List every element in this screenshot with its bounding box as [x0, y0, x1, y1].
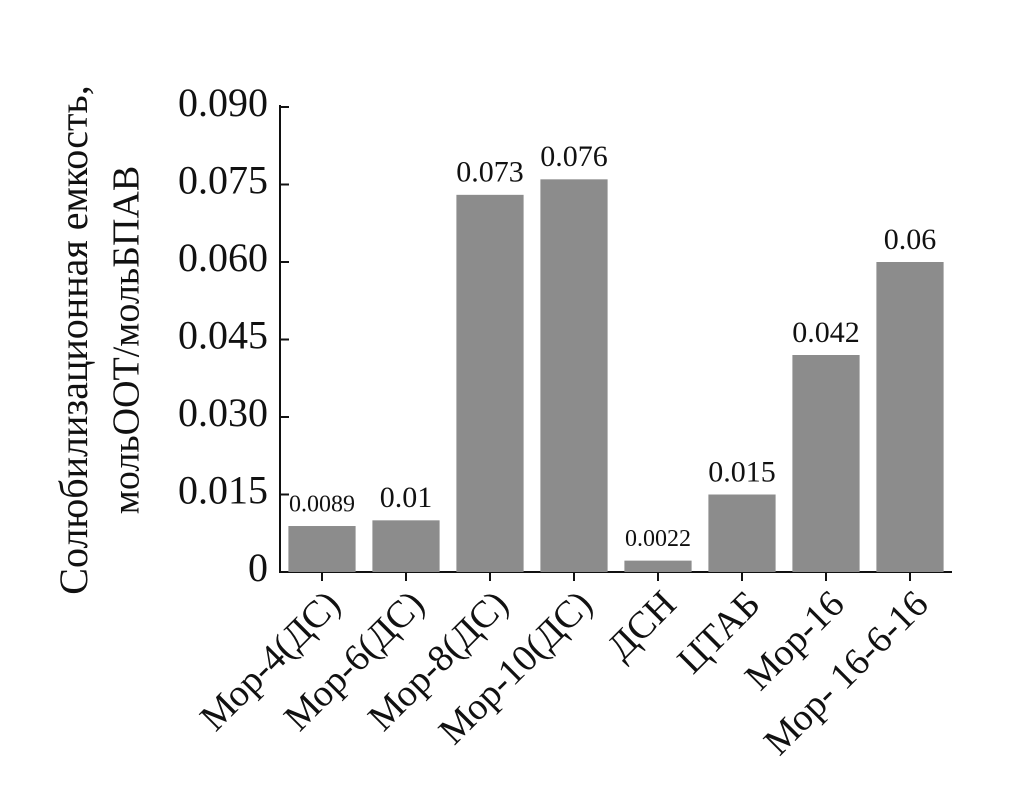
y-tick-label: 0.075 [178, 158, 268, 203]
y-tick-label: 0.030 [178, 390, 268, 435]
data-label: 0.01 [380, 481, 433, 514]
data-label: 0.0022 [625, 526, 691, 552]
y-tick-label: 0.090 [178, 80, 268, 125]
bar [876, 262, 944, 572]
bar [792, 355, 860, 572]
y-axis-label: мольООТ/мольБПАВ [106, 166, 148, 514]
data-label: 0.015 [708, 455, 776, 488]
y-tick-label: 0 [248, 545, 268, 590]
y-axis-label: Солюбилизационная емкость, [51, 85, 96, 594]
bar [288, 526, 356, 572]
bar [624, 560, 692, 572]
y-tick-label: 0.045 [178, 313, 268, 358]
data-label: 0.0089 [289, 492, 355, 518]
y-tick-label: 0.015 [178, 468, 268, 513]
bar [708, 494, 776, 572]
y-tick-label: 0.060 [178, 235, 268, 280]
bar [540, 179, 608, 573]
data-label: 0.06 [884, 223, 937, 256]
data-label: 0.042 [792, 316, 860, 349]
data-label: 0.073 [456, 156, 524, 189]
bar [372, 520, 440, 572]
data-label: 0.076 [540, 140, 608, 173]
bar [456, 194, 524, 573]
